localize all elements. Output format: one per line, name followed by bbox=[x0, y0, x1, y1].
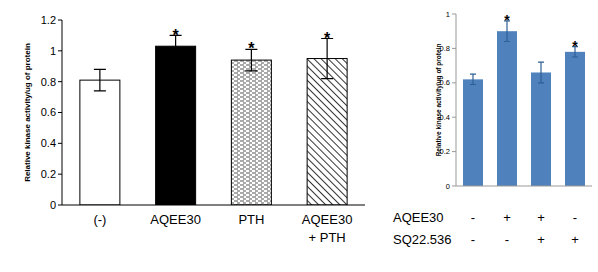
x-tick-label: (-) bbox=[93, 212, 106, 227]
x-tick-label: PTH bbox=[238, 212, 264, 227]
error-bar bbox=[470, 74, 476, 84]
bar bbox=[156, 46, 196, 205]
bars bbox=[80, 35, 347, 205]
error-bar bbox=[94, 69, 106, 91]
y-tick bbox=[58, 112, 62, 113]
chart: 00.20.40.60.81Relative kinase activity/u… bbox=[393, 10, 592, 247]
y-tick bbox=[452, 151, 456, 152]
y-tick-label: 0.8 bbox=[41, 76, 56, 88]
significance-mark: * bbox=[173, 27, 180, 44]
bar bbox=[80, 80, 120, 205]
significance-mark: * bbox=[248, 40, 255, 57]
bar bbox=[307, 59, 347, 205]
y-tick-label: 0 bbox=[50, 199, 56, 211]
table-cell: + bbox=[537, 232, 545, 247]
x-axis bbox=[62, 205, 365, 206]
y-tick bbox=[452, 14, 456, 15]
x-tick-label: AQEE30 bbox=[150, 212, 201, 227]
label-line: (-) bbox=[93, 212, 106, 227]
bar bbox=[231, 60, 271, 205]
significance-mark: * bbox=[324, 30, 331, 47]
table-cell: + bbox=[503, 210, 511, 225]
y-tick-label: 0 bbox=[446, 182, 450, 191]
significance-mark: * bbox=[572, 38, 578, 54]
y-tick-label: 0.4 bbox=[41, 137, 56, 149]
y-tick bbox=[58, 205, 62, 206]
y-tick bbox=[58, 50, 62, 51]
table-cell: + bbox=[571, 232, 579, 247]
y-tick bbox=[58, 143, 62, 144]
figure: 0 0.2 0.4 0.6 0.8 1 1.2 Relative kinase activit… bbox=[0, 0, 598, 272]
bars bbox=[463, 21, 585, 186]
bar bbox=[497, 31, 517, 186]
table-cell: - bbox=[471, 210, 475, 225]
y-tick bbox=[452, 117, 456, 118]
label-line: AQEE30 bbox=[302, 212, 353, 227]
significance-mark: * bbox=[504, 12, 510, 28]
table-cell: - bbox=[505, 232, 509, 247]
x-tick-label: AQEE30 + PTH bbox=[302, 212, 353, 245]
y-tick-label: 0.6 bbox=[41, 106, 56, 118]
bar bbox=[565, 52, 585, 186]
x-axis bbox=[456, 186, 592, 187]
y-axis bbox=[456, 14, 457, 186]
table-cell: + bbox=[537, 210, 545, 225]
y-axis bbox=[62, 20, 63, 205]
y-tick bbox=[452, 186, 456, 187]
y-tick bbox=[58, 20, 62, 21]
bar bbox=[531, 72, 551, 186]
table-row-label: AQEE30 bbox=[393, 210, 444, 225]
bar bbox=[463, 79, 483, 186]
label-line: AQEE30 bbox=[150, 212, 201, 227]
table-row-label: SQ22.536 bbox=[393, 232, 452, 247]
y-tick-label: 1 bbox=[446, 10, 450, 19]
table-cell: - bbox=[471, 232, 475, 247]
label-line: + PTH bbox=[309, 230, 346, 245]
y-tick bbox=[58, 174, 62, 175]
y-tick bbox=[452, 48, 456, 49]
y-axis-label: Relative kinase activity/ug of protein bbox=[23, 43, 32, 182]
table-cell: - bbox=[573, 210, 577, 225]
y-axis-label: Relative kinase activity/ug of protein bbox=[435, 44, 443, 157]
y-tick-label: 0.2 bbox=[41, 168, 56, 180]
y-tick bbox=[452, 82, 456, 83]
y-tick-label: 1.2 bbox=[41, 14, 56, 26]
y-tick bbox=[58, 81, 62, 82]
chart: 0 0.2 0.4 0.6 0.8 1 1.2 Relative kinase activit… bbox=[23, 14, 365, 245]
error-bar bbox=[538, 62, 544, 83]
label-line: PTH bbox=[238, 212, 264, 227]
y-tick-label: 1 bbox=[50, 45, 56, 57]
